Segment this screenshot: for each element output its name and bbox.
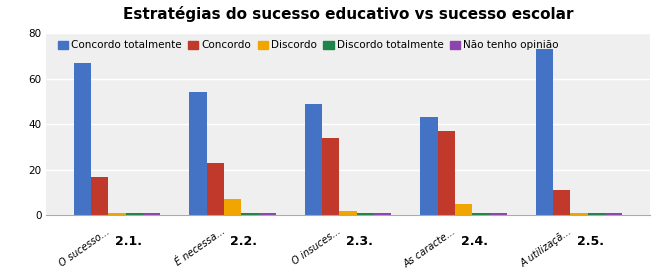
Bar: [207, 163, 224, 215]
Bar: [109, 213, 126, 215]
Legend: Concordo totalmente, Concordo, Discordo, Discordo totalmente, Não tenho opinião: Concordo totalmente, Concordo, Discordo,…: [58, 40, 559, 50]
Bar: [455, 204, 472, 215]
Text: É necessa...: É necessa...: [174, 226, 227, 268]
Bar: [339, 211, 357, 215]
Bar: [190, 92, 207, 215]
Bar: [241, 213, 259, 215]
Bar: [322, 138, 339, 215]
Title: Estratégias do sucesso educativo vs sucesso escolar: Estratégias do sucesso educativo vs suce…: [123, 6, 573, 22]
Bar: [536, 49, 553, 215]
Bar: [374, 213, 391, 215]
Bar: [305, 104, 322, 215]
Text: O insuces...: O insuces...: [290, 226, 343, 267]
Bar: [605, 213, 623, 215]
Bar: [74, 63, 91, 215]
Bar: [472, 213, 489, 215]
Bar: [91, 177, 109, 215]
Bar: [259, 213, 276, 215]
Bar: [126, 213, 143, 215]
Bar: [143, 213, 160, 215]
Bar: [553, 190, 570, 215]
Bar: [570, 213, 587, 215]
Bar: [438, 131, 455, 215]
Text: 2.1.: 2.1.: [115, 235, 142, 248]
Bar: [420, 117, 438, 215]
Bar: [224, 199, 241, 215]
Bar: [489, 213, 507, 215]
Text: O sucesso...: O sucesso...: [58, 226, 111, 269]
Bar: [357, 213, 374, 215]
Bar: [587, 213, 605, 215]
Text: As caracte...: As caracte...: [402, 226, 458, 269]
Text: 2.4.: 2.4.: [461, 235, 488, 248]
Text: 2.2.: 2.2.: [230, 235, 257, 248]
Text: A utilizaçã...: A utilizaçã...: [518, 226, 573, 269]
Text: 2.5.: 2.5.: [577, 235, 603, 248]
Text: 2.3.: 2.3.: [345, 235, 373, 248]
